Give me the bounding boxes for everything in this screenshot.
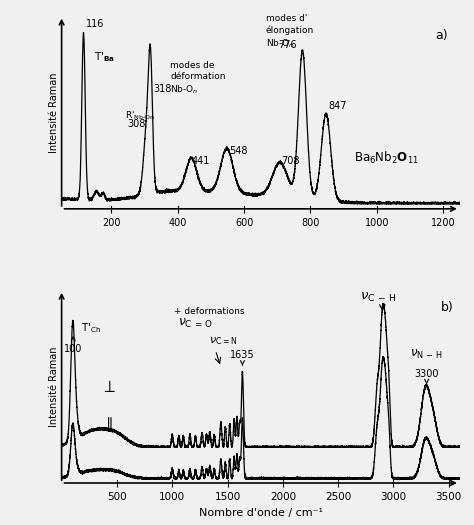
Text: 776: 776 <box>278 40 297 50</box>
Text: Ba$_6$Nb$_2$$\bf O$$_{11}$: Ba$_6$Nb$_2$$\bf O$$_{11}$ <box>354 150 419 166</box>
Text: + deformations: + deformations <box>174 307 245 316</box>
Text: $\nu_{\rm C=N}$: $\nu_{\rm C=N}$ <box>209 335 237 347</box>
Text: modes de
déformation
Nb-O$_n$: modes de déformation Nb-O$_n$ <box>171 61 226 96</box>
Text: 318: 318 <box>153 85 172 94</box>
Text: 3300: 3300 <box>414 369 439 384</box>
Text: 1635: 1635 <box>230 350 255 365</box>
Text: $\nu_{\rm N\,-\,H}$: $\nu_{\rm N\,-\,H}$ <box>410 348 443 361</box>
Text: 116: 116 <box>86 19 105 29</box>
Text: $\parallel$: $\parallel$ <box>103 415 113 434</box>
Y-axis label: Intensité Raman: Intensité Raman <box>49 346 59 427</box>
Text: 708: 708 <box>282 156 300 166</box>
Text: 441: 441 <box>191 156 210 166</box>
Text: $\nu_{\rm C\,-\,H}$: $\nu_{\rm C\,-\,H}$ <box>360 291 396 304</box>
Text: $\nu_{\rm C\,=\,O}$: $\nu_{\rm C\,=\,O}$ <box>178 317 213 330</box>
Y-axis label: Intensité Raman: Intensité Raman <box>49 72 59 153</box>
Text: a): a) <box>436 29 448 43</box>
Text: $\perp$: $\perp$ <box>100 378 116 396</box>
Text: b): b) <box>440 301 453 314</box>
X-axis label: Nombre d'onde / cm⁻¹: Nombre d'onde / cm⁻¹ <box>199 508 323 518</box>
Text: 548: 548 <box>229 146 248 156</box>
Text: T'$_{\rm Ch}$: T'$_{\rm Ch}$ <box>81 321 101 335</box>
Text: 308: 308 <box>127 119 146 129</box>
Text: modes d'
élongation
Nb-O$_n$: modes d' élongation Nb-O$_n$ <box>265 14 314 50</box>
Text: R'$_{\rm Nb\text{-}On}$: R'$_{\rm Nb\text{-}On}$ <box>125 109 155 122</box>
Text: T'$_{\bf Ba}$: T'$_{\bf Ba}$ <box>94 50 115 64</box>
Text: 100: 100 <box>64 337 82 354</box>
Text: 847: 847 <box>328 101 347 111</box>
